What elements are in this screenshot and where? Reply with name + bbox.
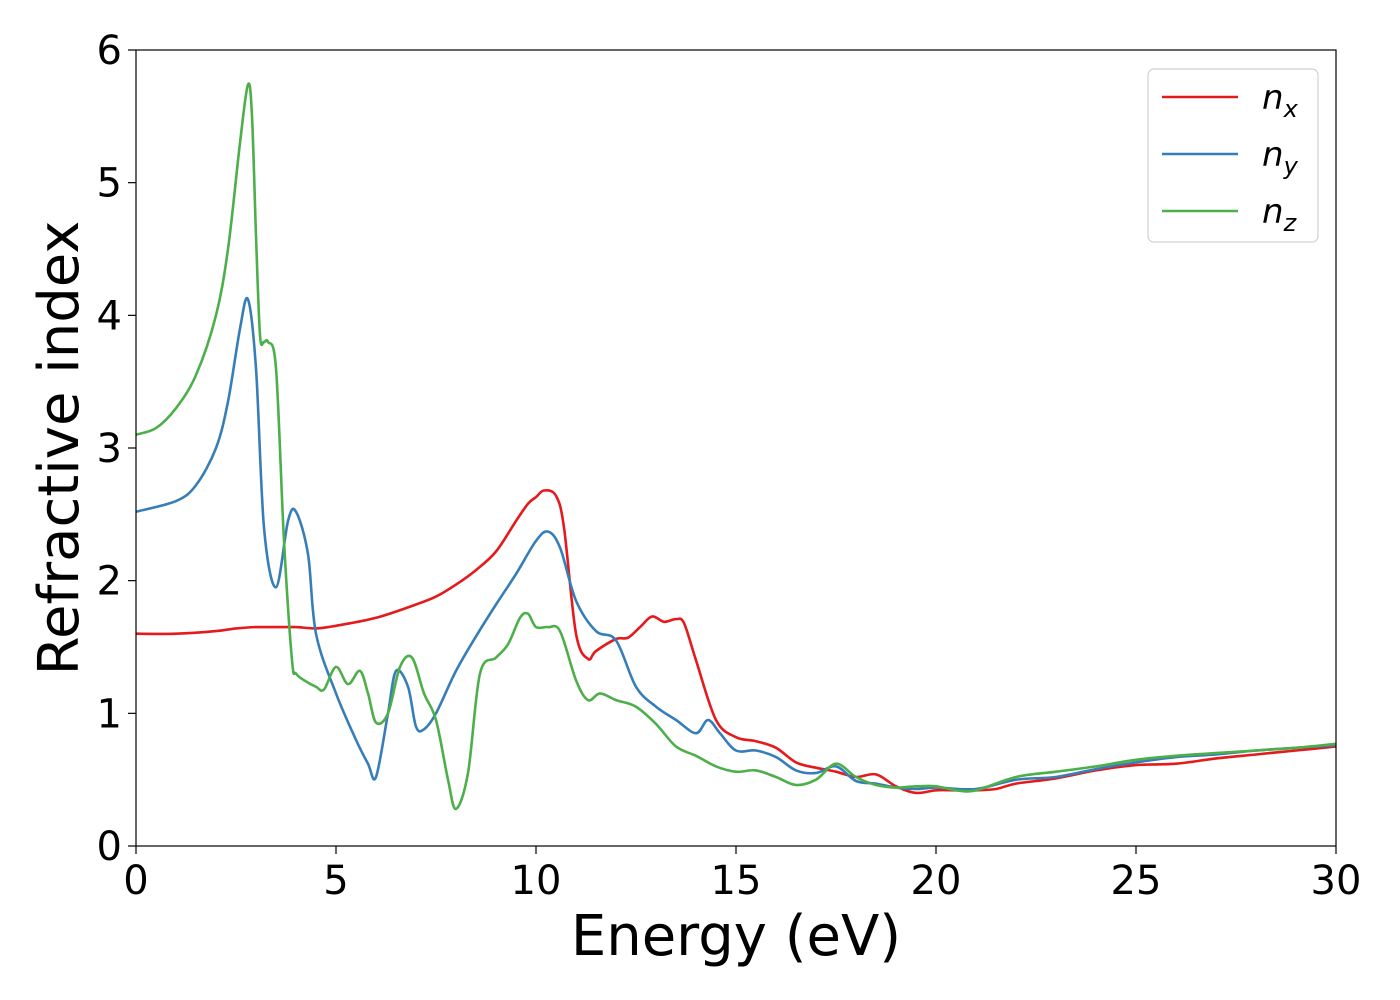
y-axis-label: Refractive index — [27, 221, 92, 676]
legend-box — [1147, 68, 1319, 243]
y-tick-label: 4 — [97, 293, 122, 339]
y-tick-label: 0 — [97, 824, 122, 870]
series-line-nx — [135, 489, 1337, 795]
x-tick-label: 20 — [911, 858, 962, 904]
x-tick-label: 5 — [323, 858, 348, 904]
x-tick-label: 15 — [711, 858, 762, 904]
y-tick-label: 1 — [97, 691, 122, 737]
x-tick-label: 25 — [1111, 858, 1162, 904]
y-tick-label: 6 — [97, 28, 122, 74]
y-tick-label: 3 — [97, 426, 122, 472]
x-axis-label: Energy (eV) — [571, 904, 901, 969]
x-axis-ticks: 0 5 10 15 20 25 30 — [123, 846, 1361, 904]
x-tick-label: 0 — [123, 858, 148, 904]
legend-label-nz: nz — [1262, 192, 1298, 237]
y-axis-ticks: 0 1 2 3 4 5 6 — [97, 28, 136, 870]
y-tick-label: 2 — [97, 559, 122, 605]
y-tick-label: 5 — [97, 161, 122, 207]
x-tick-label: 30 — [1311, 858, 1362, 904]
x-tick-label: 10 — [511, 858, 562, 904]
series-line-ny — [135, 296, 1337, 791]
series-layer — [135, 82, 1337, 811]
series-line-nz — [135, 82, 1337, 811]
